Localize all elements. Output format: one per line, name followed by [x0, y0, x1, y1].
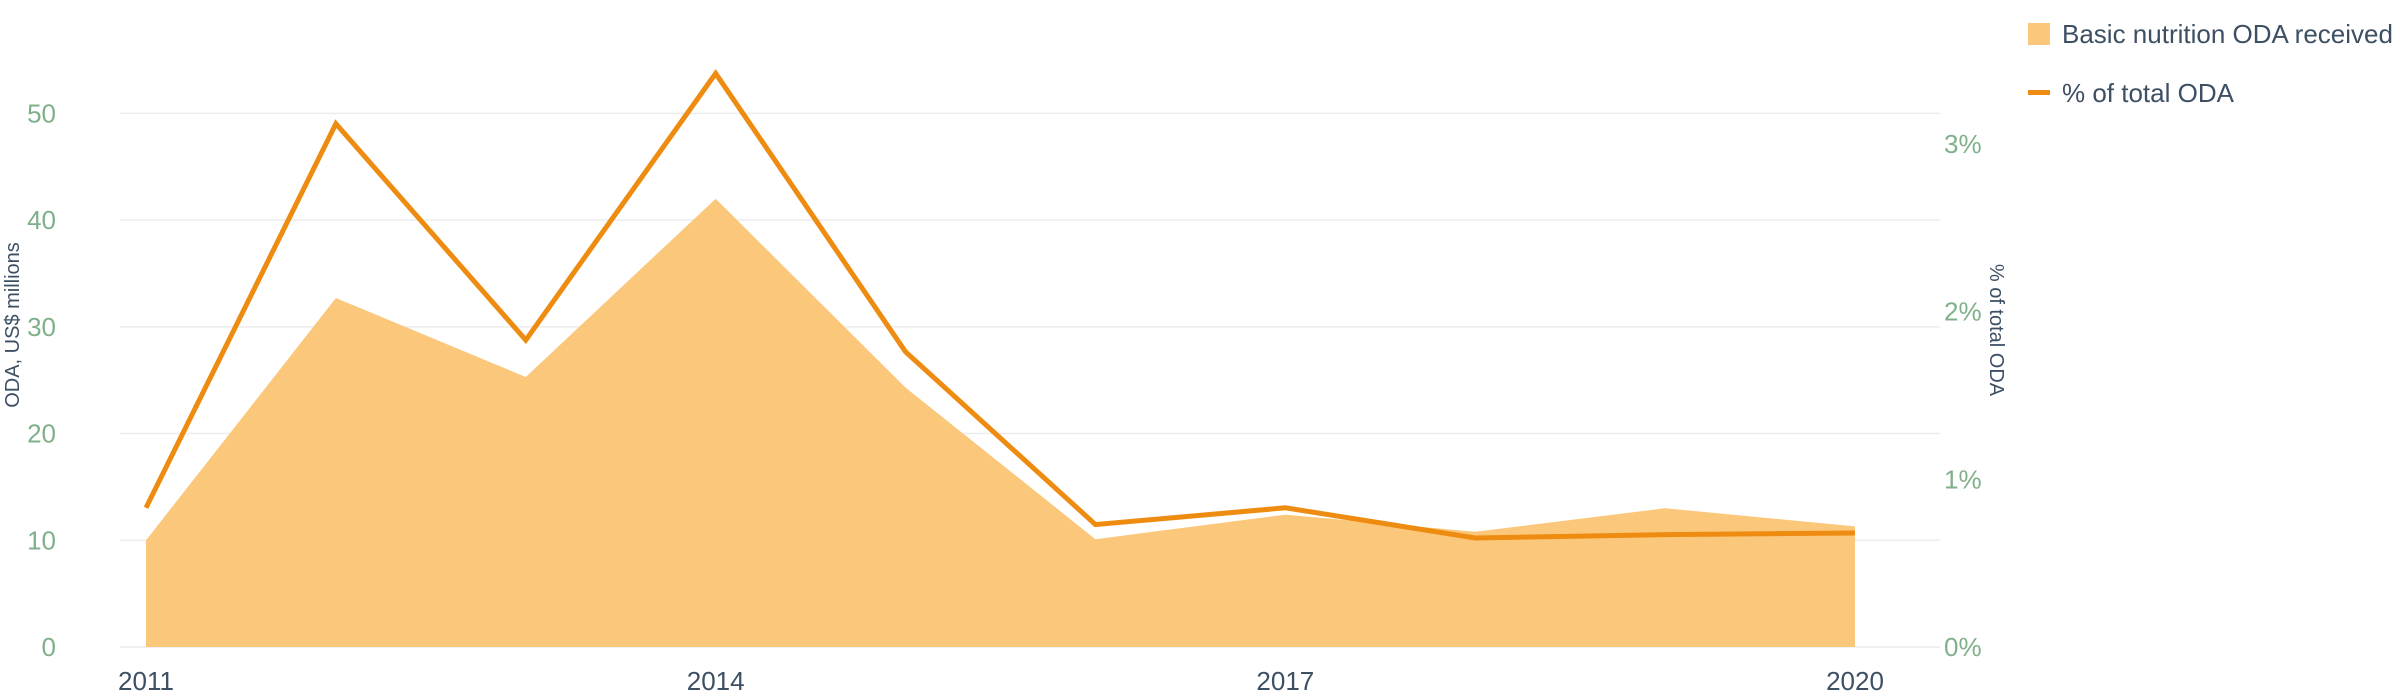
legend-swatch-line — [2028, 90, 2050, 95]
area-series-basic-nutrition-oda[interactable] — [146, 198, 1855, 647]
left-axis-title: ODA, US$ millions — [2, 242, 24, 408]
x-axis-tick-label: 2011 — [118, 666, 174, 696]
right-axis-title: % of total ODA — [1985, 264, 2007, 397]
left-axis-tick-label: 0 — [42, 632, 56, 662]
legend-label-line: % of total ODA — [2062, 78, 2235, 108]
area-series-layer — [146, 198, 1855, 647]
right-axis-tick-label: 0% — [1944, 632, 1982, 662]
legend-item-area[interactable]: Basic nutrition ODA received — [2028, 19, 2393, 49]
legend: Basic nutrition ODA received % of total … — [2028, 19, 2393, 108]
x-axis-tick-label: 2017 — [1256, 666, 1314, 696]
x-axis-ticks: 2011 2014 2017 2020 — [118, 666, 1884, 696]
left-axis-tick-label: 50 — [27, 98, 56, 128]
right-axis-tick-label: 3% — [1944, 129, 1982, 159]
line-series-layer — [143, 69, 1856, 541]
left-axis-tick-label: 30 — [27, 312, 56, 342]
left-axis-ticks: 0 10 20 30 40 50 — [27, 98, 56, 662]
right-axis-tick-label: 1% — [1944, 464, 1982, 494]
x-axis-tick-label: 2014 — [687, 666, 745, 696]
left-axis-tick-label: 20 — [27, 419, 56, 449]
x-axis-tick-label: 2020 — [1826, 666, 1884, 696]
legend-item-line[interactable]: % of total ODA — [2028, 78, 2235, 108]
right-axis-ticks: 0% 1% 2% 3% — [1944, 129, 1982, 662]
line-series-percent-total-oda[interactable] — [143, 69, 1856, 541]
left-axis-tick-label: 10 — [27, 525, 56, 555]
right-axis-tick-label: 2% — [1944, 297, 1982, 327]
left-axis-tick-label: 40 — [27, 205, 56, 235]
legend-swatch-area — [2028, 23, 2050, 45]
legend-label-area: Basic nutrition ODA received — [2062, 19, 2393, 49]
